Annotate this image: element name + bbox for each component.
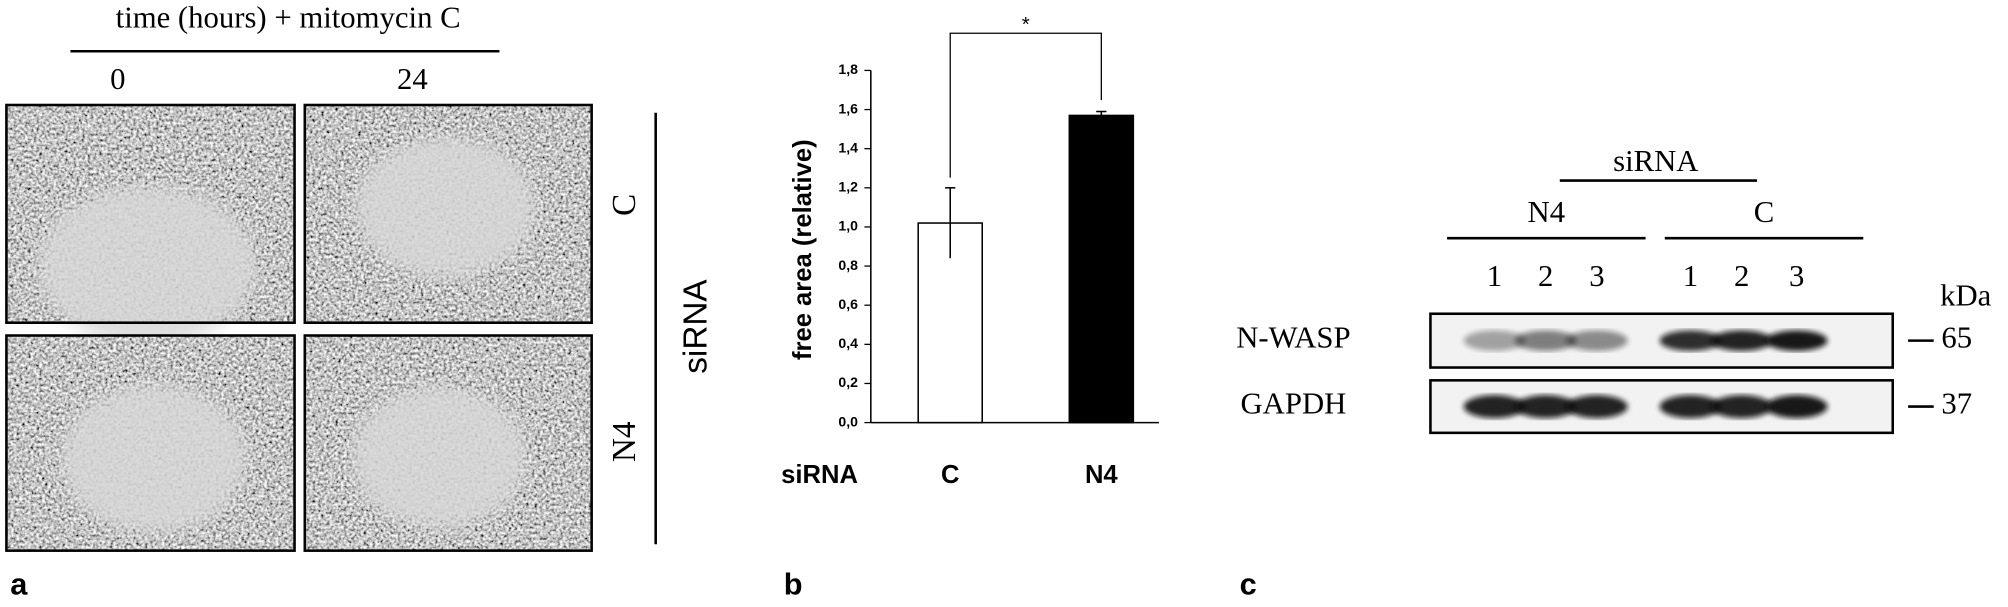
- wound-area: [61, 384, 246, 533]
- group-label: siRNA: [1613, 144, 1698, 178]
- group-name: N4: [1528, 195, 1566, 229]
- y-tick-label: 1,8: [838, 61, 858, 77]
- blot-band: [1710, 330, 1773, 351]
- blot-band: [1566, 395, 1628, 419]
- panel-letter: a: [10, 567, 28, 602]
- blot-band: [1659, 395, 1722, 419]
- bar: [1068, 114, 1135, 424]
- timepoint: 24: [397, 62, 428, 96]
- protein-label: N-WASP: [1236, 321, 1350, 355]
- panel-b: free area (relative) siRNA b 0,0 0,2 0,4 0,…: [781, 13, 1159, 602]
- significance-label: *: [1022, 13, 1030, 36]
- group-name: C: [1754, 195, 1775, 229]
- significance-bracket: [949, 32, 1102, 178]
- y-tick-label: 0,2: [838, 374, 858, 390]
- micrograph-frame: [5, 103, 296, 324]
- y-tick-label: 0,8: [838, 257, 858, 273]
- x-tick-label: N4: [1085, 461, 1118, 489]
- micrograph-frame: [303, 103, 593, 324]
- wound-area: [38, 185, 257, 345]
- micrographs: [5, 103, 593, 552]
- y-tick-label: 0,6: [838, 296, 858, 312]
- lane-label: 1: [1683, 259, 1698, 293]
- blot-band: [1566, 330, 1628, 351]
- lane-label: 1: [1487, 259, 1502, 293]
- y-axis-label: free area (relative): [789, 139, 817, 360]
- x-axis-label: siRNA: [781, 461, 858, 489]
- molecular-weight: 65: [1941, 321, 1972, 355]
- timepoint: 0: [110, 62, 125, 96]
- molecular-weight: 37: [1941, 387, 1972, 421]
- lane-label: 3: [1589, 259, 1604, 293]
- y-tick-label: 1,6: [838, 100, 858, 116]
- panel-letter: c: [1240, 567, 1257, 602]
- blot-band: [1514, 395, 1577, 419]
- wound-area: [356, 137, 536, 278]
- micrograph-frame: [303, 334, 593, 552]
- x-tick-label: C: [941, 461, 960, 489]
- lane-label: 2: [1734, 259, 1749, 293]
- y-tick-label: 0,4: [838, 335, 858, 351]
- blot-band: [1710, 395, 1773, 419]
- row-label: C: [606, 194, 643, 216]
- wound-area: [352, 386, 527, 528]
- group-label: siRNA: [678, 279, 715, 374]
- blot-band: [1463, 395, 1526, 419]
- panel-a: time (hours) + mitomycin C 0 24 C N4 siR…: [5, 1, 715, 602]
- lane-label: 3: [1789, 259, 1804, 293]
- y-tick-label: 0,0: [838, 413, 858, 429]
- blot-band: [1463, 330, 1526, 351]
- blot-band: [1659, 330, 1722, 351]
- panel-letter: b: [784, 567, 803, 602]
- blot-band: [1765, 330, 1828, 351]
- unit-label: kDa: [1940, 278, 1992, 312]
- blot-band: [1765, 395, 1828, 419]
- y-tick-label: 1,4: [838, 139, 858, 155]
- panel-a-title: time (hours) + mitomycin C: [116, 1, 461, 35]
- y-tick-label: 1,2: [838, 179, 858, 195]
- protein-label: GAPDH: [1240, 387, 1346, 421]
- row-label: N4: [606, 421, 643, 462]
- y-tick-label: 1,0: [838, 218, 858, 234]
- micrograph-frame: [5, 334, 296, 552]
- lane-label: 2: [1538, 259, 1553, 293]
- blot-band: [1514, 330, 1577, 351]
